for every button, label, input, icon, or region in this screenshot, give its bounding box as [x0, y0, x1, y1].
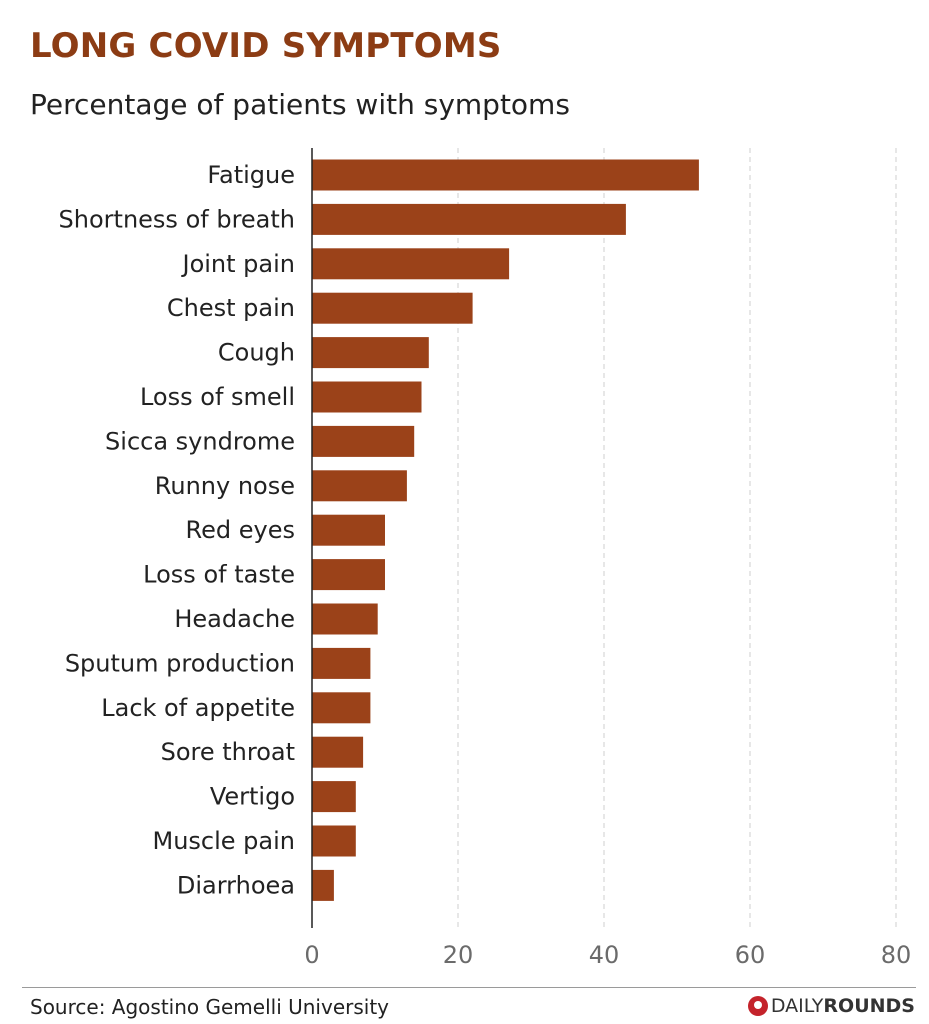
gridlines — [457, 148, 897, 928]
category-label: Cough — [218, 339, 295, 367]
chart-subtitle: Percentage of patients with symptoms — [30, 88, 570, 121]
x-tick-label: 40 — [589, 941, 620, 969]
bar — [312, 425, 415, 457]
category-label: Runny nose — [155, 472, 295, 500]
category-labels: Fatigue Shortness of breath Joint pain Ches… — [59, 161, 295, 899]
category-label: Lack of appetite — [101, 694, 295, 722]
bar — [312, 292, 473, 324]
category-label: Vertigo — [210, 783, 295, 811]
bar — [312, 203, 626, 235]
category-label: Loss of smell — [140, 383, 295, 411]
footer-divider — [22, 987, 916, 988]
source-note: Source: Agostino Gemelli University — [30, 995, 389, 1019]
category-label: Shortness of breath — [59, 205, 295, 233]
bar — [312, 781, 356, 813]
bar — [312, 736, 364, 768]
bar — [312, 825, 356, 857]
category-label: Headache — [174, 605, 295, 633]
category-label: Muscle pain — [153, 827, 296, 855]
bar — [312, 692, 371, 724]
bar — [312, 603, 378, 635]
x-axis-ticks: 0 20 40 60 80 — [304, 941, 911, 969]
bar — [312, 869, 334, 901]
category-label: Sputum production — [65, 649, 295, 677]
category-label: Sicca syndrome — [105, 427, 295, 455]
bar — [312, 159, 699, 191]
bar-chart: Fatigue Shortness of breath Joint pain Ches… — [59, 148, 911, 969]
bars — [312, 159, 699, 901]
bar — [312, 381, 422, 413]
category-label: Diarrhoea — [177, 871, 295, 899]
category-label: Joint pain — [181, 250, 296, 278]
bar — [312, 248, 510, 280]
bar — [312, 337, 429, 369]
bar — [312, 647, 371, 679]
brand-logo: DAILY ROUNDS — [747, 995, 915, 1017]
brand-name-light: DAILY — [770, 995, 824, 1017]
category-label: Red eyes — [186, 516, 295, 544]
category-label: Fatigue — [207, 161, 295, 189]
brand-name-bold: ROUNDS — [823, 995, 915, 1017]
category-label: Loss of taste — [143, 561, 295, 589]
x-tick-label: 60 — [735, 941, 766, 969]
bar — [312, 470, 407, 502]
x-tick-label: 80 — [881, 941, 912, 969]
bar — [312, 559, 385, 591]
chart-title: LONG COVID SYMPTOMS — [30, 26, 502, 66]
category-label: Sore throat — [161, 738, 295, 766]
x-tick-label: 20 — [443, 941, 474, 969]
x-tick-label: 0 — [304, 941, 319, 969]
bar — [312, 514, 385, 546]
dailyrounds-logo-icon — [747, 996, 768, 1016]
category-label: Chest pain — [167, 294, 295, 322]
